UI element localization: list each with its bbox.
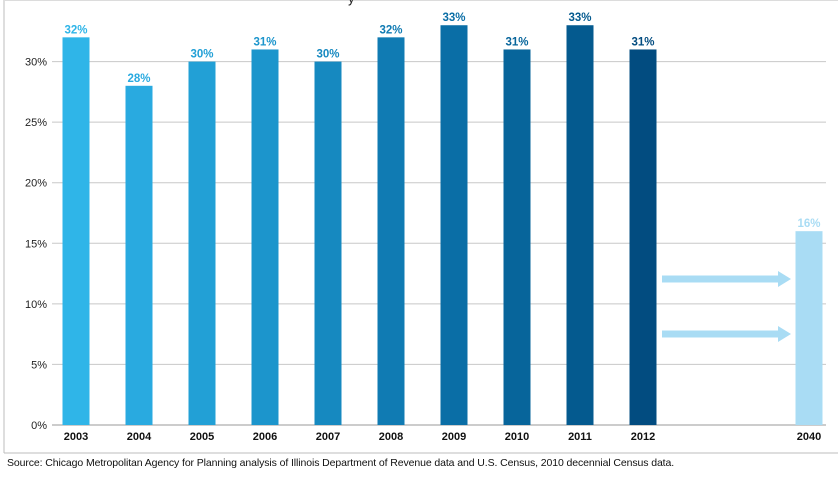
data-label-2004: 28% (127, 73, 150, 85)
x-tick-label-2009: 2009 (442, 431, 466, 443)
data-label-2006: 31% (253, 36, 276, 48)
x-tick-label-2012: 2012 (631, 431, 655, 443)
x-tick-label-2005: 2005 (190, 431, 214, 443)
y-tick-label: 15% (25, 238, 47, 250)
x-tick-label-2040: 2040 (797, 431, 821, 443)
projection-arrow-upper-head (778, 271, 791, 287)
bar-2009 (440, 25, 468, 425)
y-tick-label: 30% (25, 57, 47, 69)
x-tick-label-2003: 2003 (64, 431, 88, 443)
x-tick-label-2008: 2008 (379, 431, 403, 443)
y-tick-label: 20% (25, 178, 47, 190)
bar-2040 (795, 231, 823, 425)
y-tick-label: 10% (25, 299, 47, 311)
projection-arrow-upper-shaft (662, 275, 778, 283)
x-tick-label-2006: 2006 (253, 431, 277, 443)
x-tick-label-2010: 2010 (505, 431, 529, 443)
bar-2010 (503, 49, 531, 425)
x-tick-label-2011: 2011 (568, 431, 592, 443)
bar-2006 (251, 49, 279, 425)
bar-2004 (125, 85, 153, 426)
data-label-2010: 31% (505, 36, 528, 48)
cropped-title-fragment: y (348, 0, 355, 6)
x-tick-label-2004: 2004 (127, 431, 152, 443)
y-tick-label: 25% (25, 117, 47, 129)
projection-arrow-lower-head (778, 326, 791, 342)
data-label-2009: 33% (442, 12, 465, 24)
data-label-2007: 30% (316, 49, 339, 61)
data-label-2008: 32% (379, 24, 402, 36)
data-label-2003: 32% (64, 24, 87, 36)
data-label-2040: 16% (797, 218, 820, 230)
source-note: Source: Chicago Metropolitan Agency for … (7, 457, 675, 469)
bar-2012 (629, 49, 657, 425)
bar-2011 (566, 25, 594, 425)
bar-chart: 0% 5% 10% 15% 20% 25% 30% 32% 2003 28% 2004 30% 2005… (3, 0, 838, 454)
projection-arrow-lower-shaft (662, 330, 778, 338)
bar-2005 (188, 61, 216, 425)
bar-2007 (314, 61, 342, 425)
y-tick-label: 5% (31, 359, 47, 371)
bar-2003 (62, 37, 90, 425)
bar-2008 (377, 37, 405, 425)
x-tick-label-2007: 2007 (316, 431, 340, 443)
y-tick-label: 0% (31, 420, 47, 432)
data-label-2005: 30% (190, 49, 213, 61)
data-label-2011: 33% (568, 12, 591, 24)
data-label-2012: 31% (631, 36, 654, 48)
